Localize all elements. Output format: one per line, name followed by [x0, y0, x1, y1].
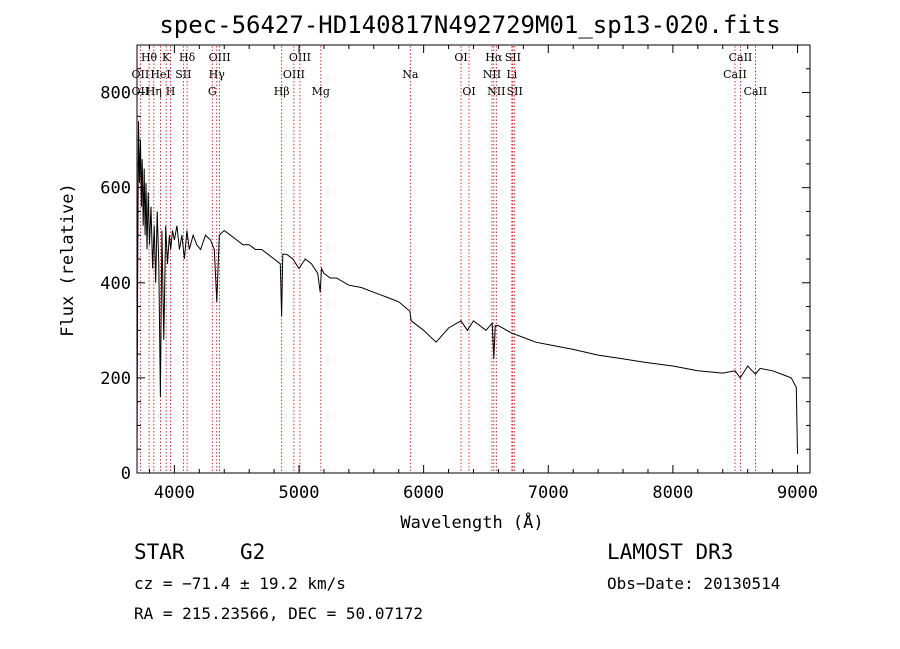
survey-name: LAMOST DR3 — [607, 540, 734, 564]
y-tick-label: 0 — [121, 464, 131, 484]
line-label-1: OII — [132, 68, 150, 81]
emission-line-markers — [139, 46, 756, 472]
coordinates: RA = 215.23566, DEC = 50.07172 — [134, 604, 423, 623]
line-label-5: K — [162, 51, 171, 64]
line-label-18: OI — [462, 85, 475, 98]
y-tick-label: 600 — [100, 179, 131, 199]
x-axis-label: Wavelength (Å) — [400, 511, 543, 533]
plot-frame — [136, 44, 811, 474]
line-label-20: NII — [483, 68, 501, 81]
line-label-19: Hα — [485, 51, 503, 64]
line-label-6: H — [166, 85, 176, 98]
line-label-23: Li — [506, 68, 517, 81]
x-tick-label: 9000 — [777, 483, 818, 503]
line-label-25: CaII — [729, 51, 753, 64]
object-class: STAR — [134, 540, 185, 564]
x-tick-label: 8000 — [652, 483, 693, 503]
line-label-4: HeI — [150, 68, 170, 81]
x-tick-label: 5000 — [279, 483, 320, 503]
line-label-16: Na — [402, 68, 419, 81]
redshift-cz: cz = −71.4 ± 19.2 km/s — [134, 574, 346, 593]
x-axis-ticks: 4000 5000 6000 7000 8000 9000 — [148, 45, 818, 503]
spectral-subclass: G2 — [240, 540, 266, 564]
line-label-22: SII — [505, 51, 521, 64]
line-label-3: Hη — [146, 85, 162, 98]
line-label-10: Hγ — [209, 68, 226, 81]
y-tick-label: 200 — [100, 369, 131, 389]
line-label-9: OIII — [209, 51, 231, 64]
y-axis-ticks: 0 200 400 600 800 — [100, 44, 810, 484]
line-label-24: SII — [507, 85, 523, 98]
line-label-11: G — [208, 85, 217, 98]
line-label-7: SII — [175, 68, 191, 81]
line-label-8: Hδ — [179, 51, 196, 64]
y-tick-label: 800 — [100, 84, 131, 104]
y-axis-label: Flux (relative) — [58, 183, 78, 337]
observation-date: Obs−Date: 20130514 — [607, 574, 781, 593]
line-label-2: OII — [132, 85, 150, 98]
y-tick-label: 400 — [100, 274, 131, 294]
line-label-13: OIII — [283, 68, 305, 81]
chart-title: spec-56427-HD140817N492729M01_sp13-020.f… — [159, 11, 780, 39]
line-label-21: NII — [487, 85, 505, 98]
line-label-12: Hβ — [274, 85, 290, 98]
x-tick-label: 6000 — [403, 483, 444, 503]
line-label-15: Mg — [312, 85, 330, 98]
x-tick-label: 4000 — [154, 483, 195, 503]
line-label-17: OI — [454, 51, 467, 64]
line-label-14: OIII — [289, 51, 311, 64]
line-label-26: CaII — [723, 68, 747, 81]
x-tick-label: 7000 — [528, 483, 569, 503]
flux-series-line — [136, 121, 798, 464]
line-label-27: CaII — [744, 85, 768, 98]
line-label-0: Hθ — [141, 51, 158, 64]
